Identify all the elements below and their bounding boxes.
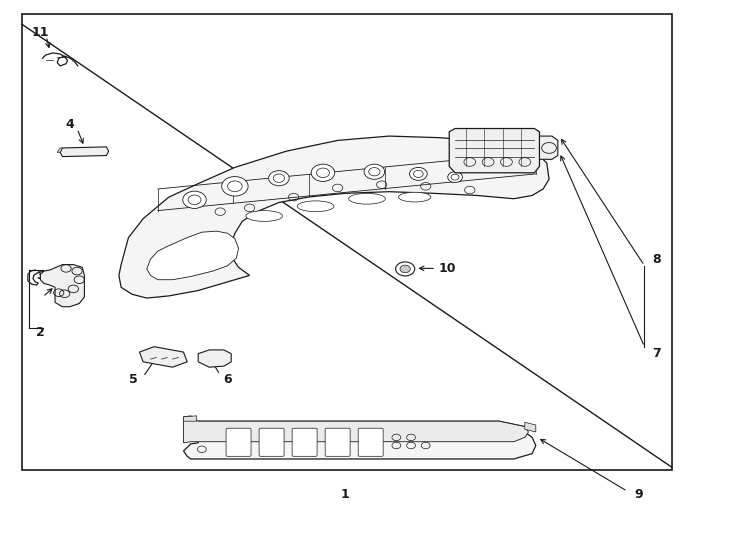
- Ellipse shape: [297, 201, 334, 212]
- Polygon shape: [139, 347, 187, 367]
- FancyBboxPatch shape: [292, 428, 317, 456]
- Bar: [22, 14, 672, 470]
- Circle shape: [410, 167, 427, 180]
- Polygon shape: [449, 129, 539, 173]
- Circle shape: [368, 167, 380, 176]
- Polygon shape: [525, 422, 536, 432]
- Polygon shape: [184, 416, 197, 421]
- Ellipse shape: [246, 211, 283, 221]
- Polygon shape: [57, 148, 62, 152]
- Text: 5: 5: [129, 373, 138, 386]
- FancyBboxPatch shape: [325, 428, 350, 456]
- Circle shape: [448, 172, 462, 183]
- Text: 10: 10: [439, 262, 457, 275]
- Text: 9: 9: [634, 488, 643, 501]
- Polygon shape: [198, 350, 231, 367]
- Polygon shape: [539, 136, 558, 159]
- FancyBboxPatch shape: [226, 428, 251, 456]
- Ellipse shape: [349, 193, 385, 204]
- FancyBboxPatch shape: [358, 428, 383, 456]
- Polygon shape: [40, 265, 84, 307]
- Text: 4: 4: [65, 118, 74, 131]
- Text: 2: 2: [36, 326, 45, 339]
- Polygon shape: [184, 421, 536, 459]
- Circle shape: [273, 174, 285, 183]
- Text: 7: 7: [653, 347, 661, 360]
- Circle shape: [188, 195, 201, 205]
- Text: 1: 1: [341, 488, 349, 501]
- Polygon shape: [60, 147, 109, 157]
- Text: 6: 6: [223, 373, 232, 386]
- Circle shape: [413, 170, 424, 178]
- Circle shape: [183, 191, 206, 208]
- Polygon shape: [147, 231, 239, 280]
- Text: 11: 11: [32, 26, 49, 39]
- Text: 8: 8: [653, 253, 661, 266]
- Circle shape: [311, 164, 335, 181]
- Circle shape: [316, 168, 330, 178]
- Circle shape: [451, 174, 459, 180]
- Circle shape: [364, 164, 385, 179]
- Text: 3: 3: [36, 269, 45, 282]
- Ellipse shape: [399, 192, 431, 202]
- Circle shape: [222, 177, 248, 196]
- Circle shape: [228, 181, 242, 192]
- Circle shape: [269, 171, 289, 186]
- Polygon shape: [184, 416, 528, 443]
- Polygon shape: [119, 136, 549, 298]
- FancyBboxPatch shape: [259, 428, 284, 456]
- Circle shape: [400, 265, 410, 273]
